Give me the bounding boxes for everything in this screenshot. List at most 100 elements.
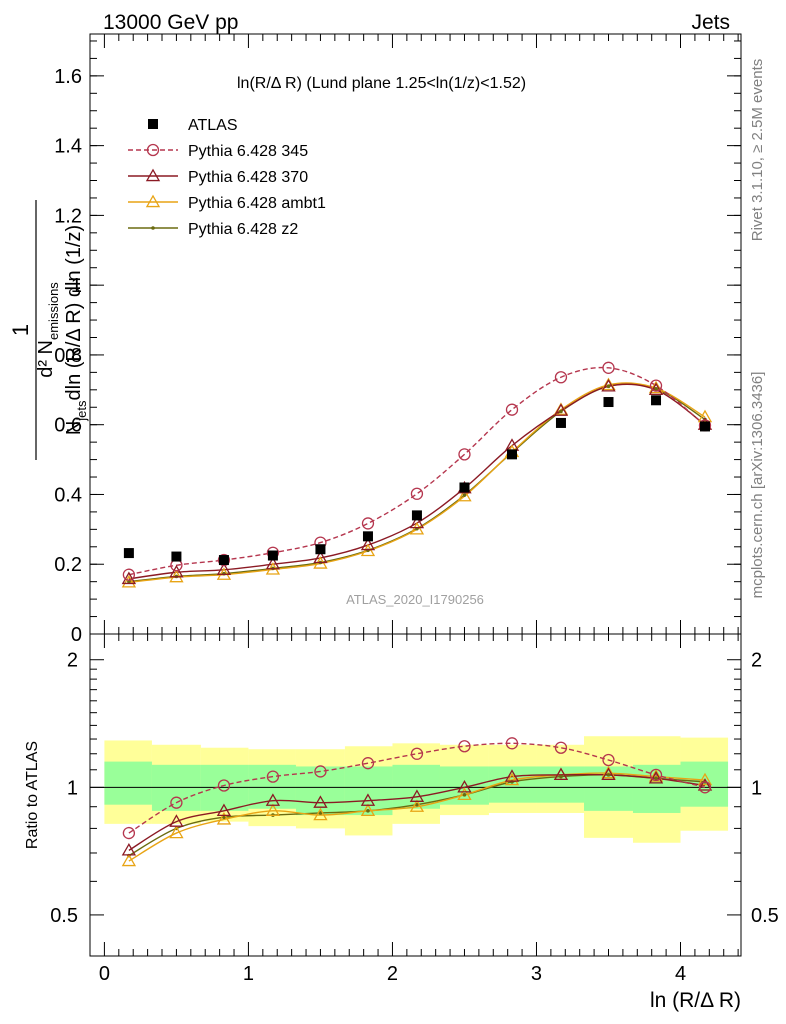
data-point [462, 493, 467, 497]
data-point [506, 449, 517, 460]
ratio-point [606, 773, 611, 777]
x-tick-label: 2 [387, 963, 398, 985]
y-tick-label: 0.8 [54, 345, 82, 367]
data-point [554, 371, 568, 384]
ratio-point [559, 774, 563, 779]
data-point [315, 544, 326, 555]
data-point [457, 488, 472, 502]
y-tick-label: 1 [71, 275, 82, 297]
data-point [265, 556, 281, 570]
data-point [360, 537, 376, 551]
data-point [411, 510, 422, 521]
ratio-point [318, 811, 323, 815]
data-point [648, 382, 664, 396]
data-point [362, 531, 373, 542]
ratio-y-tick-label: 0.5 [50, 905, 78, 927]
ratio-point [457, 787, 472, 801]
data-point [459, 482, 470, 493]
ratio-point [366, 809, 370, 813]
uncertainty-band [151, 764, 201, 811]
rivet-label: Rivet 3.1.10, ≥ 2.5M events [749, 59, 766, 242]
data-point [602, 361, 615, 374]
data-point [458, 448, 471, 461]
ratio-point [601, 767, 616, 781]
ratio-y-tick-label-right: 0.5 [751, 905, 779, 927]
analysis-watermark: ATLAS_2020_I1790256 [346, 592, 484, 607]
ratio-plot-area [90, 736, 741, 867]
data-point [553, 403, 569, 416]
x-axis-label: ln (R/Δ R) [650, 989, 741, 1012]
ratio-point [415, 802, 419, 807]
legend-label: ATLAS [188, 117, 238, 134]
svg-text:Njetsdln (R/Δ R) dln (1/z): Njetsdln (R/Δ R) dln (1/z) [63, 225, 89, 435]
data-point [218, 555, 229, 566]
main-axis-ticks: 0 0.2 0.4 0.6 0.8 1 1.2 1.4 1.6 [54, 34, 741, 646]
ratio-point [360, 793, 376, 806]
x-tick-label: 3 [531, 963, 542, 985]
data-point [649, 379, 663, 392]
x-tick-label: 0 [99, 963, 110, 985]
data-point [410, 487, 424, 500]
ratio-point [654, 776, 658, 781]
main-y-axis-label: 1 d² Nemissions Njetsdln (R/Δ R) dln (1/… [8, 200, 89, 460]
data-point [169, 564, 184, 578]
main-panel: 0 0.2 0.4 0.6 0.8 1 1.2 1.4 1.6 ln(R/Δ R) (Lund … [54, 33, 742, 646]
data-point [361, 517, 375, 530]
ratio-point [649, 768, 663, 782]
ratio-point [602, 753, 615, 767]
ratio-y-tick-label: 2 [67, 650, 78, 672]
data-point [122, 568, 136, 581]
ratio-point [169, 825, 184, 839]
ratio-point [265, 803, 281, 817]
data-point [648, 380, 664, 394]
ratio-y-tick-label-right: 2 [751, 650, 762, 672]
data-point [121, 571, 137, 585]
ratio-point [169, 814, 184, 827]
data-point [267, 550, 278, 561]
y-tick-label: 0.2 [54, 554, 82, 576]
legend-label: Pythia 6.428 z2 [188, 221, 298, 238]
legend-marker [145, 194, 161, 208]
data-point [216, 562, 232, 576]
ratio-panel: 0.5 0.5 1 1 2 2 0 1 2 3 4 [50, 633, 779, 985]
ratio-point [360, 803, 376, 817]
svg-text:1: 1 [8, 324, 33, 336]
ratio-point [121, 853, 137, 867]
uncertainty-band [200, 764, 249, 811]
ratio-point [698, 781, 712, 794]
ratio-point [648, 769, 664, 782]
ratio-axis-ticks: 0.5 0.5 1 1 2 2 0 1 2 3 4 [50, 634, 779, 985]
data-point [601, 377, 616, 391]
data-point [601, 378, 616, 392]
data-point [559, 409, 563, 414]
x-tick-label: 1 [243, 963, 254, 985]
y-tick-label: 0.4 [54, 484, 82, 506]
y-tick-label: 0 [71, 624, 82, 646]
ratio-point [462, 793, 467, 797]
ratio-point [266, 770, 280, 783]
data-point [313, 550, 328, 564]
mcplots-label: mcplots.cern.ch [arXiv:1306.3436] [749, 372, 766, 599]
ratio-point [361, 757, 375, 770]
data-point [651, 395, 662, 406]
ratio-point [410, 747, 424, 760]
data-point [505, 403, 519, 416]
series-line [128, 383, 706, 583]
uncertainty-band [344, 766, 393, 816]
legend-marker [148, 119, 158, 129]
ratio-point [216, 803, 232, 817]
data-point [555, 417, 566, 428]
data-point [409, 521, 425, 535]
legend-label: Pythia 6.428 ambt1 [188, 195, 326, 212]
ratio-point [216, 812, 232, 825]
legend-marker [151, 226, 155, 230]
series-line [128, 383, 706, 580]
ratio-point [553, 767, 569, 781]
ratio-point [170, 796, 183, 809]
series-line [128, 366, 706, 576]
ratio-point [648, 770, 664, 784]
data-point [699, 421, 710, 432]
ratio-point [217, 779, 231, 792]
ratio-point [222, 815, 226, 820]
